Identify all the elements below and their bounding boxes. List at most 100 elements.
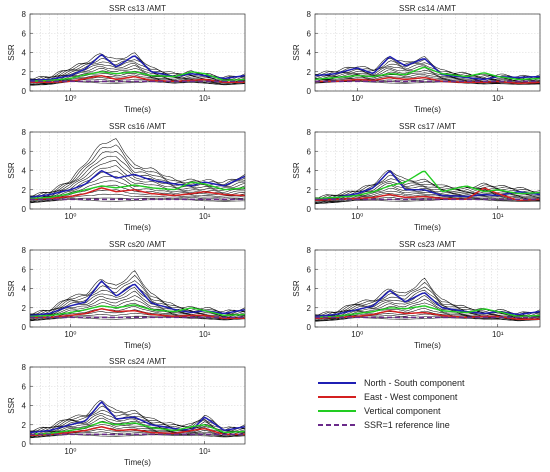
bundle-curve	[30, 299, 245, 318]
series-vertical-line	[30, 421, 245, 436]
plot-area	[30, 270, 245, 322]
plot-area	[30, 138, 245, 204]
legend-entry: North - South component	[364, 378, 465, 388]
y-axis-label: SSR	[7, 280, 16, 297]
y-tick-label: 0	[22, 205, 27, 214]
y-tick-label: 6	[22, 382, 27, 391]
bundle-curve	[30, 275, 245, 315]
bundle-curve	[315, 290, 540, 317]
y-tick-label: 6	[22, 29, 27, 38]
y-tick-label: 6	[307, 147, 312, 156]
x-tick-label: 10⁰	[351, 330, 363, 339]
y-tick-label: 0	[307, 205, 312, 214]
bundle-curve	[30, 400, 245, 432]
panel-title: SSR cs16 /AMT	[109, 122, 166, 131]
legend: North - South component East - West compo…	[318, 378, 465, 430]
y-tick-label: 4	[22, 402, 27, 411]
x-tick-label: 10⁰	[64, 447, 76, 456]
x-tick-label: 10¹	[492, 94, 504, 103]
bundle-curve	[30, 160, 245, 199]
bundle-curve	[315, 81, 540, 85]
y-tick-label: 2	[22, 186, 27, 195]
series-east-west-line	[30, 187, 245, 201]
series-vertical-line	[315, 66, 540, 81]
chart-panel-1: 0 2 4 6 8 10⁰ 10¹ SSR cs13 /AMT Time(s) SSR	[7, 4, 246, 114]
y-tick-label: 2	[307, 304, 312, 313]
y-axis-label: SSR	[292, 280, 301, 297]
y-tick-label: 8	[307, 128, 312, 137]
y-tick-label: 8	[307, 246, 312, 255]
y-tick-label: 4	[307, 167, 312, 176]
plot-area	[315, 169, 540, 205]
y-tick-label: 6	[307, 29, 312, 38]
panel-title: SSR cs23 /AMT	[399, 240, 456, 249]
y-tick-label: 0	[307, 87, 312, 96]
bundle-curve	[30, 144, 245, 197]
x-tick-label: 10⁰	[64, 330, 76, 339]
bundle-curves	[30, 138, 245, 204]
y-tick-label: 8	[22, 10, 27, 19]
y-axis-label: SSR	[7, 44, 16, 61]
y-tick-label: 2	[22, 68, 27, 77]
bundle-curve	[315, 190, 540, 202]
series-north-south-line	[30, 400, 245, 434]
x-axis-label: Time(s)	[124, 458, 151, 467]
x-tick-label: 10¹	[199, 330, 211, 339]
panel-title: SSR cs14 /AMT	[399, 4, 456, 13]
bundle-curve	[315, 67, 540, 81]
y-axis-label: SSR	[7, 162, 16, 179]
panel-title: SSR cs17 /AMT	[399, 122, 456, 131]
y-tick-label: 2	[307, 186, 312, 195]
x-tick-label: 10¹	[199, 94, 211, 103]
bundle-curve	[30, 176, 245, 200]
x-axis-label: Time(s)	[124, 105, 151, 114]
series-vertical-line	[30, 304, 245, 318]
x-tick-label: 10¹	[199, 212, 211, 221]
y-tick-label: 8	[22, 128, 27, 137]
plot-area	[315, 55, 540, 85]
x-axis-label: Time(s)	[124, 341, 151, 350]
bundle-curve	[315, 199, 540, 205]
y-axis-label: SSR	[292, 162, 301, 179]
legend-entry: East - West component	[364, 392, 458, 402]
x-axis-label: Time(s)	[414, 105, 441, 114]
y-tick-label: 0	[22, 440, 27, 449]
y-tick-label: 0	[307, 323, 312, 332]
x-tick-label: 10¹	[492, 212, 504, 221]
bundle-curve	[30, 61, 245, 81]
chart-panel-2: 0 2 4 6 8 10⁰ 10¹ SSR cs14 /AMT Time(s) SSR	[292, 4, 541, 114]
chart-panel-3: 0 2 4 6 8 10⁰ 10¹ SSR cs16 /AMT Time(s) SSR	[7, 122, 246, 232]
chart-panel-6: 0 2 4 6 8 10⁰ 10¹ SSR cs23 /AMT Time(s) SSR	[292, 240, 541, 350]
bundle-curve	[315, 69, 540, 82]
legend-entry: SSR=1 reference line	[364, 420, 450, 430]
bundle-curve	[30, 429, 245, 437]
bundle-curve	[30, 65, 245, 83]
bundle-curve	[315, 170, 540, 199]
y-axis-label: SSR	[7, 397, 16, 414]
y-tick-label: 6	[22, 147, 27, 156]
series-vertical-line	[315, 305, 540, 319]
y-tick-label: 6	[307, 265, 312, 274]
y-tick-label: 0	[22, 87, 27, 96]
y-tick-label: 6	[22, 265, 27, 274]
panel-title: SSR cs13 /AMT	[109, 4, 166, 13]
legend-entry: Vertical component	[364, 406, 441, 416]
chart-panel-4: 0 2 4 6 8 10⁰ 10¹ SSR cs17 /AMT Time(s) SSR	[292, 122, 541, 232]
y-tick-label: 4	[307, 49, 312, 58]
series-east-west-line	[30, 308, 245, 320]
y-tick-label: 8	[22, 246, 27, 255]
series-north-south-line	[30, 53, 245, 82]
series-vertical-line	[30, 181, 245, 200]
y-tick-label: 8	[22, 363, 27, 372]
bundle-curve	[30, 409, 245, 433]
x-tick-label: 10¹	[199, 447, 211, 456]
bundle-curve	[30, 405, 245, 432]
x-tick-label: 10⁰	[351, 212, 363, 221]
series-vertical-line	[315, 170, 540, 200]
x-axis-label: Time(s)	[414, 223, 441, 232]
y-tick-label: 0	[22, 323, 27, 332]
bundle-curve	[315, 174, 540, 199]
plot-area	[30, 400, 245, 439]
chart-panel-7: 0 2 4 6 8 10⁰ 10¹ SSR cs24 /AMT Time(s) SSR	[7, 357, 246, 467]
